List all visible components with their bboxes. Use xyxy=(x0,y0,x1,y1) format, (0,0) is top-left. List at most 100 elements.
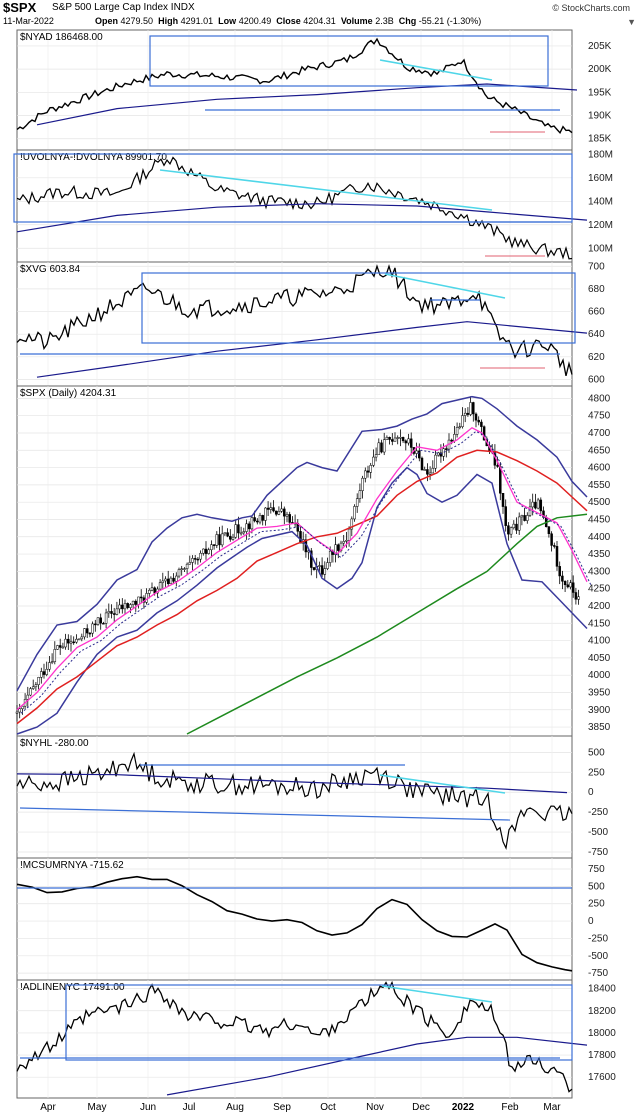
candle-body xyxy=(145,593,148,603)
y-tick-label: 17600 xyxy=(588,1072,616,1083)
candle-body xyxy=(50,661,54,663)
candle-body xyxy=(382,439,386,453)
nyad-range-box xyxy=(149,35,549,87)
y-tick-label: 4300 xyxy=(588,566,611,577)
candle-body xyxy=(237,524,240,534)
dropdown-arrow-icon[interactable]: ▼ xyxy=(627,17,636,27)
candle-body xyxy=(53,649,57,662)
y-tick-label: 4550 xyxy=(588,480,611,491)
y-tick-label: 3900 xyxy=(588,705,611,716)
y-tick-label: -500 xyxy=(588,951,608,962)
candle-body xyxy=(96,617,100,625)
xvg-range-box xyxy=(141,272,576,344)
candle-body xyxy=(129,604,132,608)
candle-body xyxy=(442,448,445,457)
candle-body xyxy=(220,533,224,546)
candle-body xyxy=(172,577,175,582)
candle-body xyxy=(139,596,143,599)
candle-body xyxy=(439,452,443,457)
candle-body xyxy=(364,470,367,479)
candle-body xyxy=(561,575,564,582)
panel-title: !ADLINENYC 17491.00 xyxy=(20,982,125,993)
candle-body xyxy=(21,705,24,710)
y-tick-label: 4450 xyxy=(588,514,611,525)
panel-title: $NYHL -280.00 xyxy=(20,738,89,749)
open-value: 4279.50 xyxy=(120,16,154,26)
candle-body xyxy=(366,470,370,473)
candle-body xyxy=(218,534,221,546)
y-tick-label: 500 xyxy=(588,881,605,892)
nyad-cyan-trend xyxy=(379,59,493,81)
candle-body xyxy=(199,552,202,560)
y-tick-label: 4800 xyxy=(588,393,611,404)
candle-body xyxy=(45,668,48,675)
candle-body xyxy=(380,442,383,453)
candle-body xyxy=(528,506,532,516)
y-tick-label: 4750 xyxy=(588,411,611,422)
panel-title: $SPX (Daily) 4204.31 xyxy=(20,388,117,399)
candle-body xyxy=(477,419,480,423)
y-tick-label: 250 xyxy=(588,767,605,778)
candle-body xyxy=(393,437,397,442)
panel-uvol: 180M 160M 140M 120M 100M !UVOLNYA-!DVOLNYA 89… xyxy=(16,149,613,263)
candle-body xyxy=(40,671,43,678)
candle-body xyxy=(261,515,264,521)
candle-body xyxy=(534,501,537,509)
candle-body xyxy=(420,457,424,471)
candle-body xyxy=(517,516,521,531)
candle-body xyxy=(121,604,124,610)
candle-body xyxy=(102,622,105,625)
high-label: High xyxy=(158,16,179,26)
candle-body xyxy=(283,508,286,517)
x-tick-label: 2022 xyxy=(452,1102,475,1113)
candle-body xyxy=(277,511,281,515)
candle-body xyxy=(285,514,289,517)
brand-watermark: © StockCharts.com xyxy=(552,3,630,13)
nyhl-line xyxy=(16,751,573,850)
y-tick-label: 680 xyxy=(588,284,605,295)
candle-body xyxy=(374,454,378,458)
candle-body xyxy=(94,623,97,626)
candle-body xyxy=(69,641,73,644)
candle-body xyxy=(558,566,561,577)
candle-body xyxy=(550,533,553,546)
nyhl-ma200 xyxy=(16,773,568,794)
y-tick-label: 250 xyxy=(588,899,605,910)
x-tick-label: Mar xyxy=(543,1102,561,1113)
candle-body xyxy=(37,677,40,685)
ticker-name: S&P 500 Large Cap Index INDX xyxy=(52,2,195,13)
y-tick-label: -500 xyxy=(588,827,608,838)
candle-body xyxy=(77,638,81,641)
candle-body xyxy=(212,544,216,546)
candle-body xyxy=(274,510,278,515)
nyhl-cyan-trend xyxy=(379,774,506,794)
candle-body xyxy=(29,688,32,696)
candle-body xyxy=(577,596,580,600)
candle-body xyxy=(161,580,165,583)
candle-body xyxy=(337,544,340,551)
low-label: Low xyxy=(218,16,237,26)
panel-adline: 18400 18200 18000 17800 17600 !ADLINENYC 1749… xyxy=(16,979,616,1099)
y-tick-label: 750 xyxy=(588,864,605,875)
y-tick-label: 18400 xyxy=(588,984,616,995)
candle-body xyxy=(48,662,51,670)
candle-body xyxy=(72,641,75,644)
candle-body xyxy=(64,638,67,648)
y-tick-label: 700 xyxy=(588,261,605,272)
candle-body xyxy=(496,465,499,467)
y-tick-label: -250 xyxy=(588,933,608,944)
candle-body xyxy=(355,498,359,507)
panel-title: $XVG 603.84 xyxy=(20,264,80,275)
candle-body xyxy=(474,413,478,421)
candle-body xyxy=(385,437,389,441)
candle-body xyxy=(463,412,467,416)
candle-body xyxy=(418,450,421,459)
candle-body xyxy=(574,592,578,600)
candle-body xyxy=(482,426,486,441)
candle-body xyxy=(428,472,432,475)
candle-body xyxy=(234,524,237,538)
ticker-symbol[interactable]: $SPX xyxy=(3,0,37,15)
candle-body xyxy=(434,454,437,469)
candle-body xyxy=(507,525,510,535)
